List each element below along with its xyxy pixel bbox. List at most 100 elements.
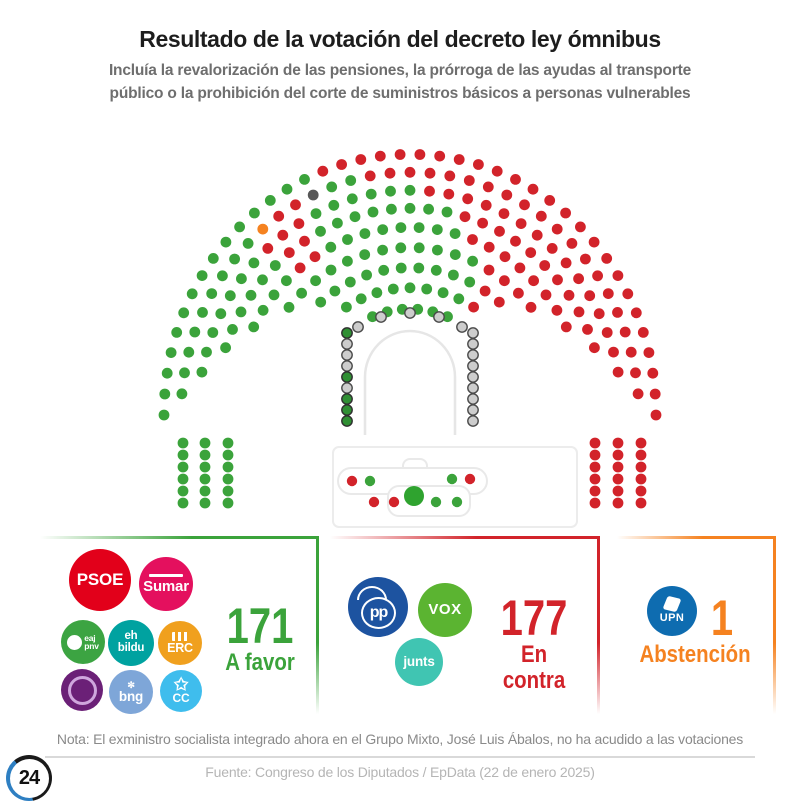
seat-favor [346,193,358,205]
seat-contra [632,388,644,400]
seat-contra [515,218,527,229]
seat-favor [341,371,353,383]
seat-contra [544,195,556,206]
party-logo-upn: UPN [647,586,697,636]
seat-contra [588,236,600,248]
seat-abstencion [257,223,269,235]
seat-contra [589,437,601,449]
seat-contra [589,485,601,497]
seat-favor [328,199,340,211]
seat-contra [622,288,634,300]
pnv-label: eaj pnv [84,632,99,651]
hemicycle-chart [158,149,662,528]
seat-favor [222,473,234,485]
party-logo-bng: ✼ bng [109,670,153,714]
seat-contra [519,199,530,211]
seat-favor [264,195,276,206]
seat-favor [222,461,234,473]
seat-contra [294,262,306,274]
seat-contra [612,473,624,485]
seat-contra [510,235,521,247]
seat-contra [612,437,624,449]
seat-contra [630,307,642,319]
seat-favor [281,275,292,287]
seat-favor [385,185,396,197]
seat-favor [186,288,198,300]
seat-contra [560,207,571,219]
seat-favor [342,234,353,245]
seat-favor [245,289,257,301]
erc-label: ERC [167,640,193,655]
upn-label: UPN [659,612,685,625]
seat-contra [551,223,563,235]
seat-contra [575,221,586,233]
vote-count-favor: 171 [226,598,294,654]
seat-contra [493,296,505,308]
seat-contra [612,270,624,281]
seat-contra [368,496,380,508]
seat-favor [281,183,293,195]
seat-contra [589,473,601,485]
seat-bench [467,382,479,394]
footer-divider [45,756,755,758]
seat-contra [453,154,465,165]
seat-favor [329,285,341,297]
seat-contra [477,217,488,229]
seat-bench [467,415,479,427]
seat-favor [177,449,189,461]
seat-contra [540,289,552,301]
seat-president [404,486,424,506]
upn-map-icon [662,596,682,613]
seat-favor [413,222,425,233]
seat-contra [582,324,593,335]
seat-contra [394,149,406,160]
seat-favor [248,257,260,269]
seat-favor [413,242,425,254]
seat-bench [404,307,416,319]
seat-contra [635,461,647,473]
seat-favor [227,324,238,335]
seat-contra [462,193,474,205]
seat-favor [441,206,453,218]
seat-favor [161,367,173,379]
seat-contra [283,247,295,258]
seat-favor [448,269,459,281]
seat-contra [612,307,623,318]
seat-contra [290,199,301,211]
seat-contra [443,188,455,200]
seat-contra [625,346,637,358]
seat-bench [352,321,364,333]
seat-contra [464,473,476,485]
seat-contra [388,496,400,508]
seat-contra [513,287,524,299]
seat-favor [355,293,367,305]
seat-bench [341,382,353,394]
seat-favor [367,311,378,323]
seat-favor [257,274,268,286]
seat-contra [539,260,551,271]
seat-contra [293,218,305,229]
party-logo-eh-bildu: eh bildu [108,620,154,666]
party-logo-cc: ✩ CC [160,670,202,712]
cc-label: CC [172,690,190,705]
seat-favor [404,202,416,214]
seat-contra [355,154,367,165]
seat-favor [206,288,218,299]
party-logo-erc: ERC [158,621,202,665]
seat-contra [560,257,572,269]
seat-contra [649,388,661,400]
seat-favor [220,342,232,354]
seat-favor [326,181,338,193]
seat-favor [197,307,208,318]
seat-contra [346,475,358,487]
seat-favor [361,269,372,281]
seat-favor [207,253,219,264]
seat-favor [268,289,280,301]
page-subtitle: Incluía la revalorización de las pension… [108,62,692,103]
seat-contra [612,461,624,473]
seat-contra [619,326,631,338]
seat-contra [262,243,274,254]
page-title: Resultado de la votación del decreto ley… [139,26,661,52]
seat-contra [630,367,641,379]
seat-favor [299,174,310,185]
